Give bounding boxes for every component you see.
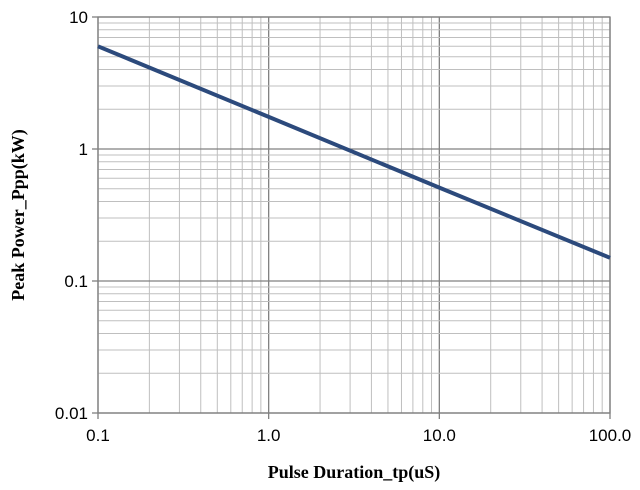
x-tick-label: 10.0 <box>423 426 456 445</box>
grid <box>92 16 611 419</box>
tick-labels: 0.1 1.0 10.0 100.0 0.01 0.1 1 10 <box>55 8 631 445</box>
x-tick-label: 100.0 <box>589 426 632 445</box>
y-tick-label: 0.1 <box>64 272 88 291</box>
x-axis-title: Pulse Duration_tp(uS) <box>268 462 441 483</box>
y-tick-label: 10 <box>69 8 88 27</box>
series-lines <box>97 44 611 260</box>
x-tick-label: 1.0 <box>257 426 281 445</box>
x-tick-label: 0.1 <box>86 426 110 445</box>
plot-frame <box>97 16 611 414</box>
y-tick-label: 0.01 <box>55 404 88 423</box>
y-axis-title: Peak Power_Ppp(kW) <box>8 129 29 300</box>
series-line <box>97 44 611 260</box>
y-tick-label: 1 <box>79 140 88 159</box>
